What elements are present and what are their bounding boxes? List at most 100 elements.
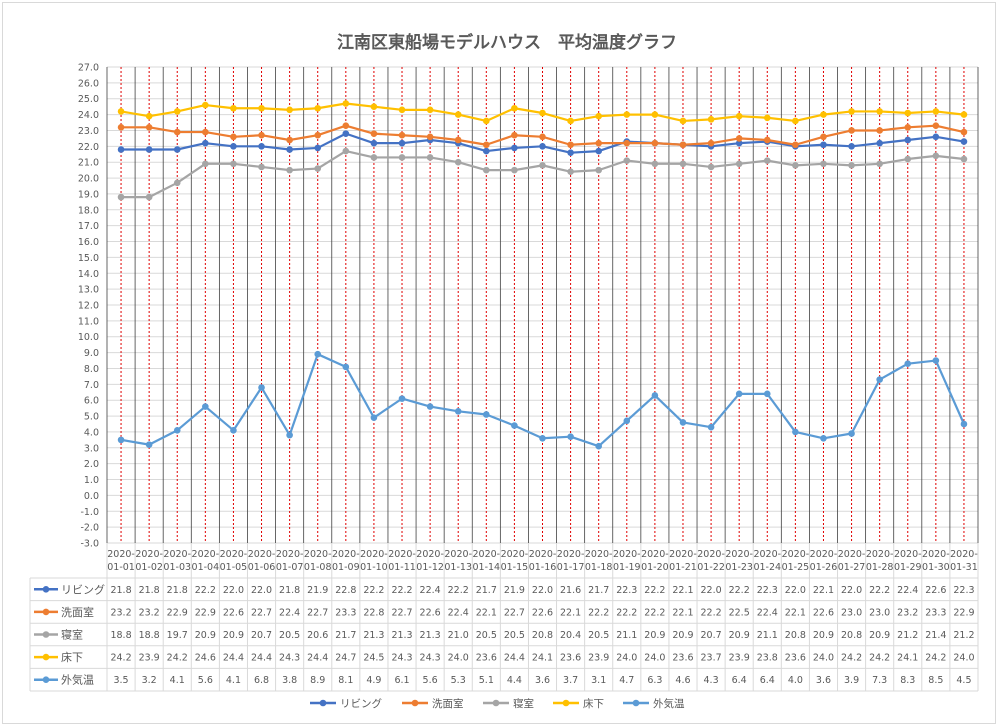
data-point xyxy=(258,131,265,139)
table-cell: 20.5 xyxy=(476,630,497,641)
data-point xyxy=(960,420,968,428)
data-point xyxy=(904,155,912,163)
data-point xyxy=(426,403,434,410)
x-tick-label: 2020- 01-04 xyxy=(192,549,220,573)
table-cell: 22.6 xyxy=(420,607,441,618)
data-point xyxy=(539,109,546,117)
table-cell: 22.6 xyxy=(813,607,834,618)
table-cell: 5.1 xyxy=(479,675,494,686)
x-tick-year: 2020- xyxy=(557,549,585,560)
table-cell: 21.3 xyxy=(420,630,441,641)
data-point xyxy=(511,422,518,429)
x-tick-year: 2020- xyxy=(753,549,781,560)
table-cell: 20.4 xyxy=(560,630,581,641)
data-point xyxy=(173,427,181,434)
data-point xyxy=(539,162,546,169)
data-point xyxy=(567,149,574,156)
table-cell: 22.8 xyxy=(363,607,384,618)
x-tick-label: 2020- 01-05 xyxy=(220,549,248,573)
data-point xyxy=(398,131,406,139)
x-tick-label: 2020- 01-06 xyxy=(248,549,276,573)
data-point xyxy=(848,143,855,150)
legend-item: 洗面室 xyxy=(402,697,464,710)
table-series-label: リビング xyxy=(61,582,105,596)
table-cell: 22.3 xyxy=(616,585,637,596)
table-cell: 24.6 xyxy=(195,653,216,664)
data-point xyxy=(342,130,350,137)
y-tick-label: 3.0 xyxy=(84,443,99,454)
data-point xyxy=(342,147,350,155)
table-cell: 24.3 xyxy=(391,653,412,664)
table-legend-key-marker xyxy=(42,631,50,638)
y-tick-label: 19.0 xyxy=(78,189,99,200)
table-cell: 4.1 xyxy=(170,675,185,686)
data-point xyxy=(454,111,462,118)
x-tick-label: 2020- 01-31 xyxy=(950,549,978,573)
data-point xyxy=(735,135,743,142)
y-tick-label: 2.0 xyxy=(84,459,99,470)
table-cell: 22.0 xyxy=(532,585,553,596)
table-cell: 23.2 xyxy=(139,607,160,618)
data-point xyxy=(398,106,406,114)
data-point xyxy=(314,350,322,358)
y-tick-label: 15.0 xyxy=(78,253,99,264)
data-point xyxy=(145,193,153,201)
x-tick-label: 2020- 01-20 xyxy=(641,549,669,573)
table-cell: 22.1 xyxy=(785,607,806,618)
x-tick-label: 2020- 01-23 xyxy=(725,549,753,573)
table-cell: 6.4 xyxy=(732,675,747,686)
data-point xyxy=(595,147,602,155)
table-cell: 23.3 xyxy=(335,607,356,618)
legend-item: リビング xyxy=(310,697,382,710)
table-cell: 20.5 xyxy=(588,630,609,641)
table-cell: 8.9 xyxy=(310,675,325,686)
table-cell: 21.7 xyxy=(335,630,356,641)
data-point xyxy=(567,168,574,176)
x-tick-monthday: 01-07 xyxy=(276,562,304,573)
data-point xyxy=(370,139,378,147)
data-point xyxy=(539,143,546,150)
table-cell: 23.9 xyxy=(729,653,750,664)
table-cell: 22.5 xyxy=(729,607,750,618)
table-cell: 8.5 xyxy=(928,675,943,686)
data-point xyxy=(932,122,940,130)
x-tick-monthday: 01-05 xyxy=(220,562,248,573)
x-tick-year: 2020- xyxy=(585,549,613,560)
table-cell: 21.1 xyxy=(757,630,778,641)
table-cell: 24.4 xyxy=(251,653,272,664)
y-tick-label: 17.0 xyxy=(78,221,99,232)
x-tick-label: 2020- 01-30 xyxy=(922,549,950,573)
table-cell: 23.3 xyxy=(925,607,946,618)
table-cell: 20.9 xyxy=(729,630,750,641)
x-tick-year: 2020- xyxy=(641,549,669,560)
x-tick-label: 2020- 01-18 xyxy=(585,549,613,573)
legend-key-marker xyxy=(562,699,570,707)
table-cell: 20.8 xyxy=(532,630,553,641)
table-cell: 22.7 xyxy=(504,607,525,618)
table-cell: 19.7 xyxy=(167,630,188,641)
table-cell: 22.9 xyxy=(953,607,974,618)
x-tick-monthday: 01-19 xyxy=(613,562,641,573)
data-point xyxy=(735,139,743,147)
data-point xyxy=(820,111,827,118)
x-tick-label: 2020- 01-15 xyxy=(501,549,529,573)
data-point xyxy=(173,128,181,136)
x-tick-monthday: 01-01 xyxy=(107,562,135,573)
data-point xyxy=(342,122,350,130)
y-tick-label: 11.0 xyxy=(78,316,99,327)
table-cell: 20.9 xyxy=(869,630,890,641)
data-point xyxy=(258,104,265,112)
data-point xyxy=(595,442,602,450)
data-point xyxy=(623,157,631,164)
table-cell: 6.3 xyxy=(647,675,662,686)
table-cell: 24.2 xyxy=(869,653,890,664)
data-point xyxy=(370,414,378,421)
table-cell: 4.3 xyxy=(704,675,719,686)
y-tick-label: 21.0 xyxy=(78,158,99,169)
x-tick-year: 2020- xyxy=(473,549,501,560)
data-point xyxy=(904,360,912,368)
table-cell: 23.8 xyxy=(757,653,778,664)
table-cell: 21.8 xyxy=(167,585,188,596)
data-point xyxy=(117,436,125,444)
table-cell: 24.5 xyxy=(363,653,384,664)
